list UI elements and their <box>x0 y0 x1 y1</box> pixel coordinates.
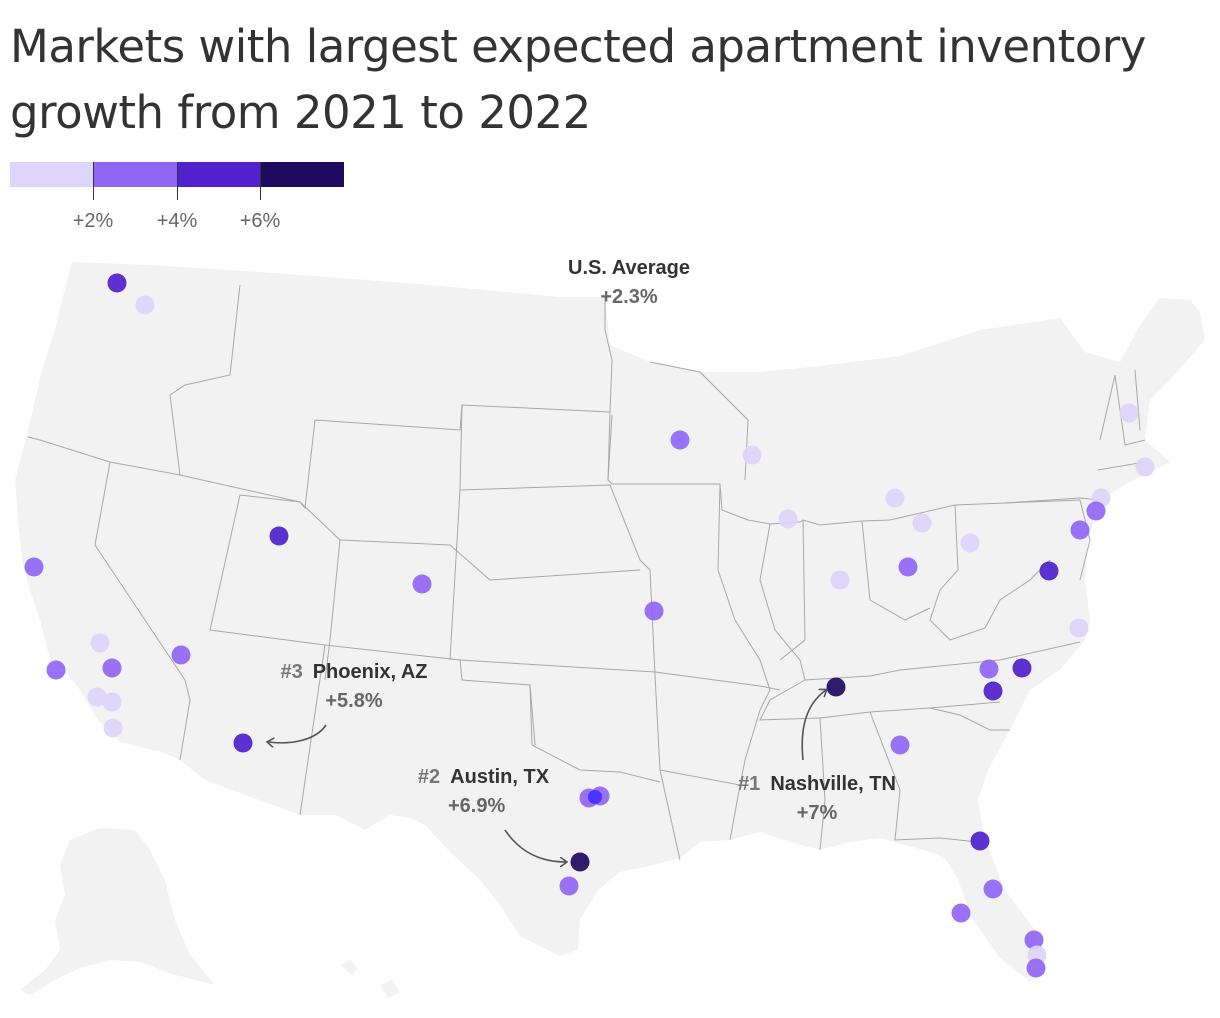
annotation-rank: #3 <box>280 661 303 683</box>
legend-tick-line-1 <box>93 162 94 200</box>
legend-tick-label-2: +4% <box>156 210 198 232</box>
market-dot <box>898 557 918 577</box>
legend-swatch-bin-4 <box>260 162 344 187</box>
market-dot <box>90 633 110 653</box>
market-dot <box>1039 561 1059 581</box>
alaska-shape <box>20 828 215 995</box>
market-dot <box>970 831 990 851</box>
nashville-arrow <box>801 690 826 761</box>
annotation-phoenix: #3 Phoenix, AZ +5.8% <box>268 661 440 713</box>
market-dot <box>1135 457 1155 477</box>
market-dot <box>1012 658 1032 678</box>
chart-title: Markets with largest expected apartment … <box>10 20 1146 139</box>
market-dot <box>742 445 762 465</box>
market-dots <box>24 273 1155 978</box>
us-average-label: U.S. Average <box>568 257 690 279</box>
market-dot <box>412 574 432 594</box>
market-dot <box>979 659 999 679</box>
us-average-value: +2.3% <box>600 286 658 308</box>
legend-swatch-bin-3 <box>177 162 261 187</box>
market-dot <box>1026 958 1046 978</box>
annotation-market-name: Nashville, TN <box>770 773 896 795</box>
legend-tick-line-3 <box>260 162 261 200</box>
market-dot <box>1069 618 1089 638</box>
annotation-value: +5.8% <box>325 690 383 712</box>
market-dot <box>1119 403 1139 423</box>
market-dot <box>826 677 846 697</box>
market-dot <box>588 790 602 804</box>
market-dot <box>233 733 253 753</box>
annotation-arrows <box>268 690 826 862</box>
phoenix-arrow <box>268 724 327 743</box>
annotation-rank: #2 <box>417 766 441 788</box>
legend-swatch-bin-1 <box>10 162 94 187</box>
us-landmass <box>15 262 1205 998</box>
market-dot <box>46 660 66 680</box>
legend-tick-label-1: +2% <box>72 210 114 232</box>
market-dot <box>1024 930 1044 950</box>
market-dot <box>960 533 980 553</box>
annotation-austin: #2 Austin, TX +6.9% <box>406 766 561 818</box>
market-dot <box>890 735 910 755</box>
market-dot <box>983 879 1003 899</box>
market-dot <box>559 876 579 896</box>
market-dot <box>102 692 122 712</box>
hawaii-shape <box>340 960 400 998</box>
market-dot <box>778 509 798 529</box>
market-dot <box>885 488 905 508</box>
market-dot <box>269 526 289 546</box>
austin-arrow <box>504 829 566 862</box>
market-dot <box>570 852 590 872</box>
legend-tick-line-2 <box>177 162 178 200</box>
legend-tick-label-3: +6% <box>239 210 281 232</box>
market-dot <box>107 273 127 293</box>
market-dot <box>171 645 191 665</box>
market-dot <box>1086 501 1106 521</box>
annotation-nashville: #1 Nashville, TN +7% <box>727 773 907 825</box>
annotation-rank: #1 <box>738 773 761 795</box>
contiguous-us-shape <box>15 262 1205 982</box>
color-legend: +2% +4% +6% <box>10 162 350 242</box>
market-dot <box>135 295 155 315</box>
annotation-market-name: Austin, TX <box>450 766 550 788</box>
market-dot <box>1070 520 1090 540</box>
market-dot <box>644 601 664 621</box>
market-dot <box>102 658 122 678</box>
legend-color-bar <box>10 162 344 187</box>
market-dot <box>951 903 971 923</box>
market-dot <box>912 513 932 533</box>
market-dot <box>670 430 690 450</box>
market-dot <box>24 557 44 577</box>
annotation-value: +7% <box>796 802 838 824</box>
us-map <box>15 262 1205 998</box>
market-dot <box>983 681 1003 701</box>
annotation-value: +6.9% <box>448 795 506 817</box>
annotation-market-name: Phoenix, AZ <box>312 661 428 683</box>
market-dot <box>103 718 123 738</box>
market-dot <box>87 687 107 707</box>
us-average-annotation: U.S. Average +2.3% <box>553 257 705 309</box>
legend-swatch-bin-2 <box>93 162 177 187</box>
market-dot <box>830 570 850 590</box>
